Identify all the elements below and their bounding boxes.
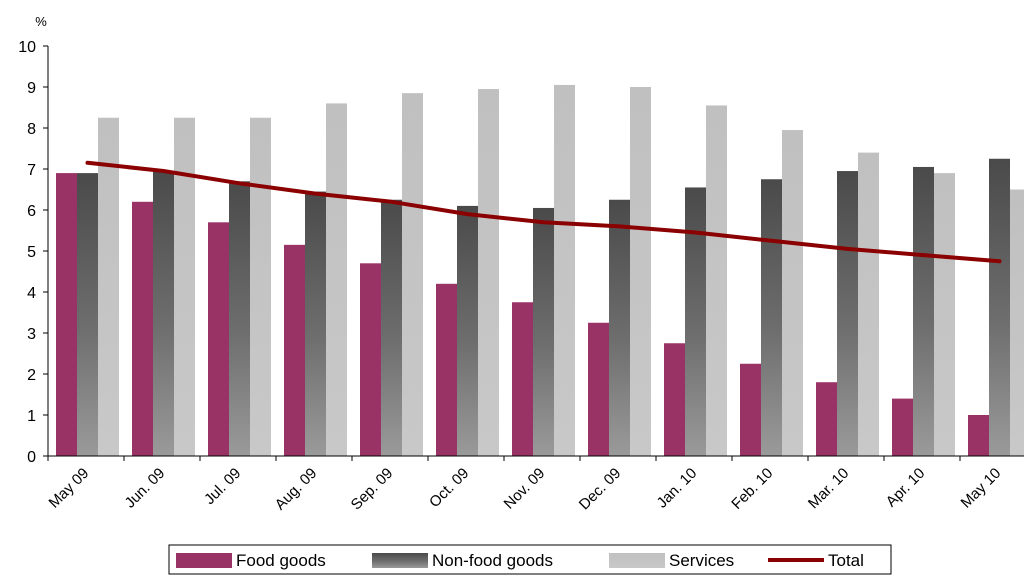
x-tick-label: Jun. 09 <box>122 465 169 512</box>
bar-services-10 <box>858 152 879 456</box>
bar-non-food-goods-7 <box>609 199 630 456</box>
y-tick-label: 9 <box>27 80 36 97</box>
x-tick-label: Oct. 09 <box>426 465 472 511</box>
y-tick-label: 2 <box>27 367 36 384</box>
bar-services-3 <box>326 103 347 457</box>
x-tick-label: Jan. 10 <box>654 465 701 512</box>
bar-non-food-goods-1 <box>153 171 174 457</box>
x-tick-label: Jul. 09 <box>201 465 244 508</box>
bar-food-goods-1 <box>132 201 153 456</box>
legend-swatch-food-goods <box>176 553 232 568</box>
x-tick-label: Feb. 10 <box>728 465 776 513</box>
bar-food-goods-10 <box>816 382 837 456</box>
x-tick-label: May 10 <box>958 465 1005 512</box>
x-tick-label: Dec. 09 <box>576 465 625 514</box>
bar-food-goods-12 <box>968 415 989 456</box>
bar-services-0 <box>98 117 119 456</box>
y-tick-label: 0 <box>27 449 36 466</box>
bar-non-food-goods-11 <box>913 166 934 456</box>
y-axis-unit-label: % <box>35 14 47 29</box>
bar-services-2 <box>250 117 271 456</box>
x-tick-label: Mar. 10 <box>805 465 852 512</box>
bar-services-7 <box>630 87 651 456</box>
bar-food-goods-6 <box>512 302 533 456</box>
total-line-layer <box>85 160 1002 264</box>
y-tick-label: 10 <box>18 39 36 56</box>
x-tick-label: Apr. 10 <box>883 465 929 511</box>
y-tick-label: 5 <box>27 244 36 261</box>
bar-food-goods-3 <box>284 244 305 456</box>
bar-food-goods-5 <box>436 283 457 456</box>
bar-services-4 <box>402 93 423 457</box>
line-total <box>85 160 1002 264</box>
bar-non-food-goods-8 <box>685 187 706 456</box>
bar-non-food-goods-3 <box>305 191 326 457</box>
bar-food-goods-4 <box>360 263 381 456</box>
bar-food-goods-0 <box>56 173 77 456</box>
legend-swatch-non-food-goods <box>372 553 428 568</box>
bar-non-food-goods-0 <box>77 173 98 456</box>
x-tick-label: May 09 <box>46 465 93 512</box>
y-tick-label: 8 <box>27 121 36 138</box>
legend-label-non-food-goods: Non-food goods <box>432 551 553 570</box>
bar-non-food-goods-10 <box>837 171 858 457</box>
bar-non-food-goods-12 <box>989 158 1010 456</box>
y-tick-label: 3 <box>27 326 36 343</box>
x-tick-label: Sep. 09 <box>348 465 397 514</box>
bar-non-food-goods-5 <box>457 205 478 456</box>
x-tick-label: Aug. 09 <box>272 465 321 514</box>
bar-services-12 <box>1010 189 1024 456</box>
bar-services-9 <box>782 130 803 457</box>
bar-non-food-goods-4 <box>381 199 402 456</box>
bar-non-food-goods-6 <box>533 207 554 456</box>
bars-layer <box>56 84 1024 457</box>
bar-services-1 <box>174 117 195 456</box>
bar-services-5 <box>478 89 499 457</box>
legend-label-services: Services <box>669 551 734 570</box>
y-tick-label: 7 <box>27 162 36 179</box>
legend-swatch-services <box>609 553 665 568</box>
bar-services-11 <box>934 173 955 456</box>
legend-label-food-goods: Food goods <box>236 551 326 570</box>
bar-non-food-goods-9 <box>761 179 782 456</box>
bar-food-goods-9 <box>740 363 761 456</box>
bar-food-goods-8 <box>664 343 685 456</box>
bar-food-goods-7 <box>588 322 609 456</box>
x-tick-label: Nov. 09 <box>501 465 549 513</box>
bar-services-8 <box>706 105 727 456</box>
bar-services-6 <box>554 84 575 456</box>
bar-food-goods-2 <box>208 222 229 456</box>
legend: Food goods Non-food goods Services Total <box>168 544 892 575</box>
y-tick-label: 6 <box>27 203 36 220</box>
bar-non-food-goods-2 <box>229 181 250 457</box>
legend-label-total: Total <box>828 551 864 570</box>
y-tick-label: 4 <box>27 285 36 302</box>
y-tick-label: 1 <box>27 408 36 425</box>
bar-food-goods-11 <box>892 398 913 456</box>
